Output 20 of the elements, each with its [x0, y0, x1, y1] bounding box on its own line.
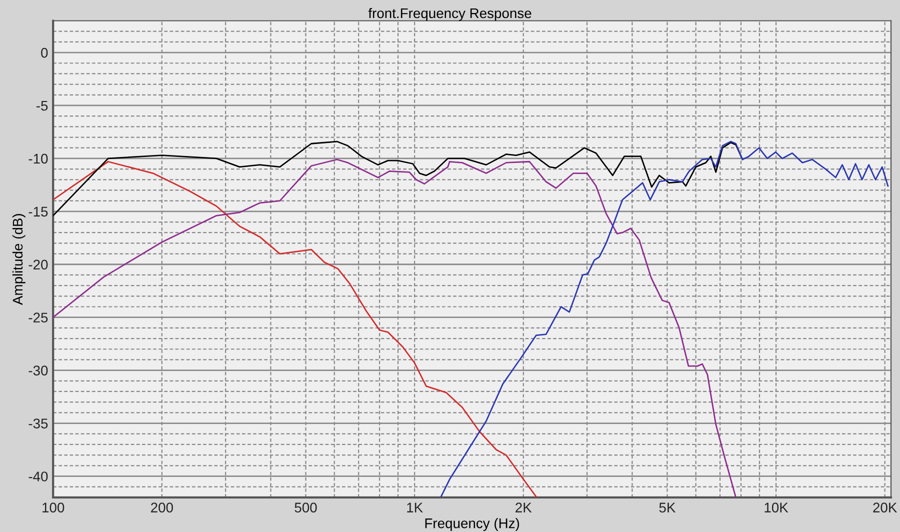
y-axis-title: Amplitude (dB) [12, 214, 26, 305]
y-tick-label: -15 [28, 206, 48, 217]
y-tick-label: 0 [41, 48, 48, 58]
y-tick-label: -20 [28, 260, 48, 270]
x-tick-label: 10K [764, 502, 788, 512]
chart-title: front.Frequency Response [368, 8, 532, 21]
x-tick-label: 20K [873, 502, 898, 512]
x-axis-title: Frequency (Hz) [425, 518, 520, 531]
x-tick-label: 100 [42, 502, 64, 512]
y-tick-label: -40 [28, 472, 48, 482]
y-tick-label: -5 [36, 100, 48, 111]
x-tick-label: 2K [516, 502, 532, 512]
x-tick-label: 1K [407, 502, 423, 512]
y-tick-label: -30 [28, 366, 48, 376]
x-tick-label: 200 [151, 502, 173, 512]
x-tick-label: 5K [659, 502, 676, 512]
x-tick-label: 500 [294, 502, 317, 512]
y-tick-label: -25 [28, 312, 48, 323]
y-tick-label: -35 [28, 418, 48, 428]
y-tick-label: -10 [28, 154, 48, 164]
